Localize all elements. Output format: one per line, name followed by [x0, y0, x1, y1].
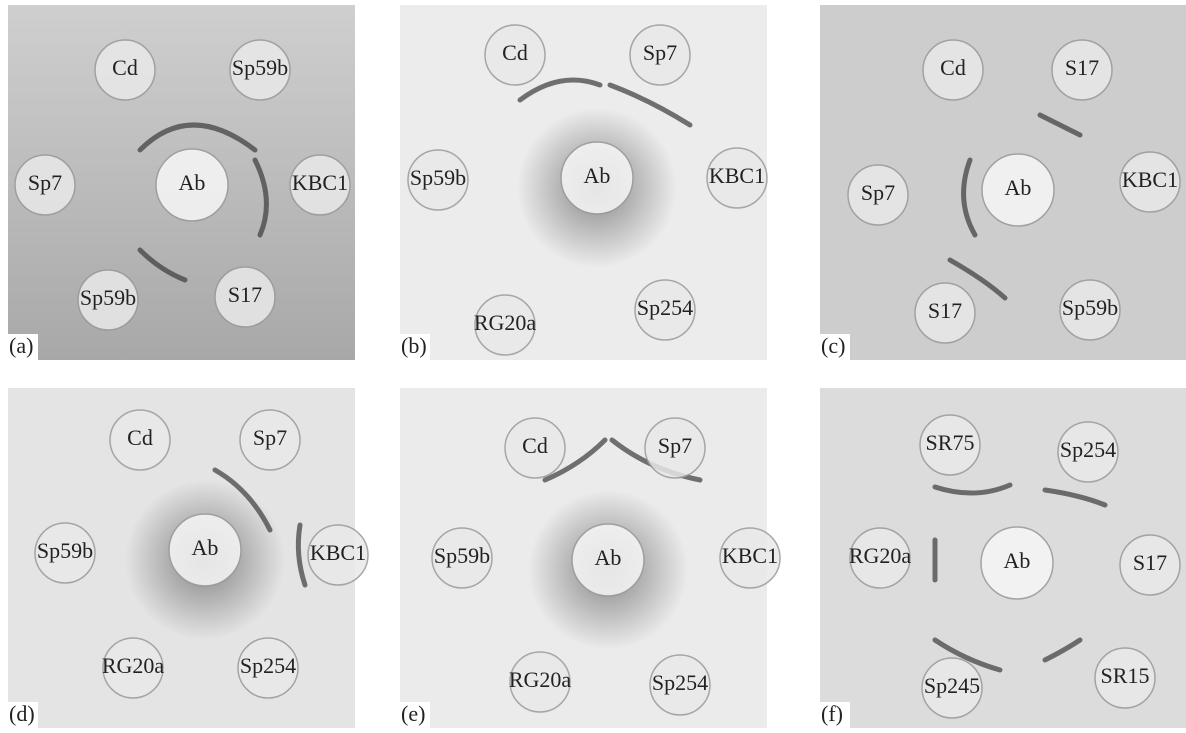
- well-label: Sp7: [28, 170, 62, 195]
- well-label: SR75: [926, 430, 975, 455]
- well-label: Cd: [502, 40, 528, 65]
- panel-label: (b): [401, 333, 427, 358]
- well-label: Sp7: [658, 433, 692, 458]
- panel-label: (a): [9, 333, 33, 358]
- well-label: S17: [928, 298, 962, 323]
- well-label: Ab: [1005, 175, 1032, 200]
- well-label: Ab: [584, 163, 611, 188]
- well-label: S17: [1065, 55, 1099, 80]
- well-label: Sp59b: [232, 55, 288, 80]
- well-label: KBC1: [722, 543, 778, 568]
- well-label: Cd: [112, 55, 138, 80]
- well-label: Sp59b: [80, 285, 136, 310]
- well-label: Ab: [595, 545, 622, 570]
- well-label: KBC1: [292, 170, 348, 195]
- plate-panel: SR75 Sp254 RG20a Ab S17 Sp245 SR15 (f): [820, 388, 1186, 728]
- well-label: Ab: [1004, 548, 1031, 573]
- well-label: Sp245: [924, 673, 980, 698]
- well-label: S17: [228, 282, 262, 307]
- well-label: KBC1: [310, 540, 366, 565]
- plate-panel: Cd Sp59b Sp7 Ab KBC1 Sp59b S17 (a): [8, 5, 355, 360]
- well-label: Sp59b: [434, 543, 490, 568]
- well-label: Cd: [940, 55, 966, 80]
- plate-panel: Cd Sp7 Sp59b Ab KBC1 RG20a Sp254 (b): [400, 5, 767, 360]
- well-label: Sp254: [1060, 437, 1116, 462]
- well-label: S17: [1133, 550, 1167, 575]
- well-label: Ab: [179, 170, 206, 195]
- well-label: SR15: [1101, 663, 1150, 688]
- well-label: Cd: [127, 425, 153, 450]
- well-label: RG20a: [509, 667, 572, 692]
- well-label: Sp7: [253, 425, 287, 450]
- well-label: RG20a: [849, 543, 912, 568]
- well-label: KBC1: [709, 163, 765, 188]
- panel-label: (d): [9, 701, 35, 726]
- panel-label: (c): [821, 333, 845, 358]
- panel-label: (f): [821, 701, 843, 726]
- well-label: KBC1: [1122, 167, 1178, 192]
- plate-panel: Cd Sp7 Sp59b Ab KBC1 RG20a Sp254 (e): [400, 388, 780, 728]
- well-label: Sp254: [637, 295, 693, 320]
- well-label: Sp59b: [410, 165, 466, 190]
- well-label: Sp7: [643, 40, 677, 65]
- panel-label: (e): [401, 701, 425, 726]
- well-label: Sp254: [652, 670, 708, 695]
- well-label: Sp59b: [37, 538, 93, 563]
- well-label: RG20a: [474, 310, 537, 335]
- well-label: Cd: [522, 433, 548, 458]
- plate-panel: Cd Sp7 Sp59b Ab KBC1 RG20a Sp254 (d): [8, 388, 368, 728]
- well-label: Sp59b: [1062, 295, 1118, 320]
- figure: Cd Sp59b Sp7 Ab KBC1 Sp59b S17 (a) Cd Sp7 Sp59b Ab K…: [0, 0, 1186, 728]
- well-label: RG20a: [102, 653, 165, 678]
- plate-panel: Cd S17 Sp7 Ab KBC1 S17 Sp59b (c): [820, 5, 1186, 360]
- well-label: Ab: [192, 535, 219, 560]
- well-label: Sp254: [240, 653, 296, 678]
- well-label: Sp7: [861, 180, 895, 205]
